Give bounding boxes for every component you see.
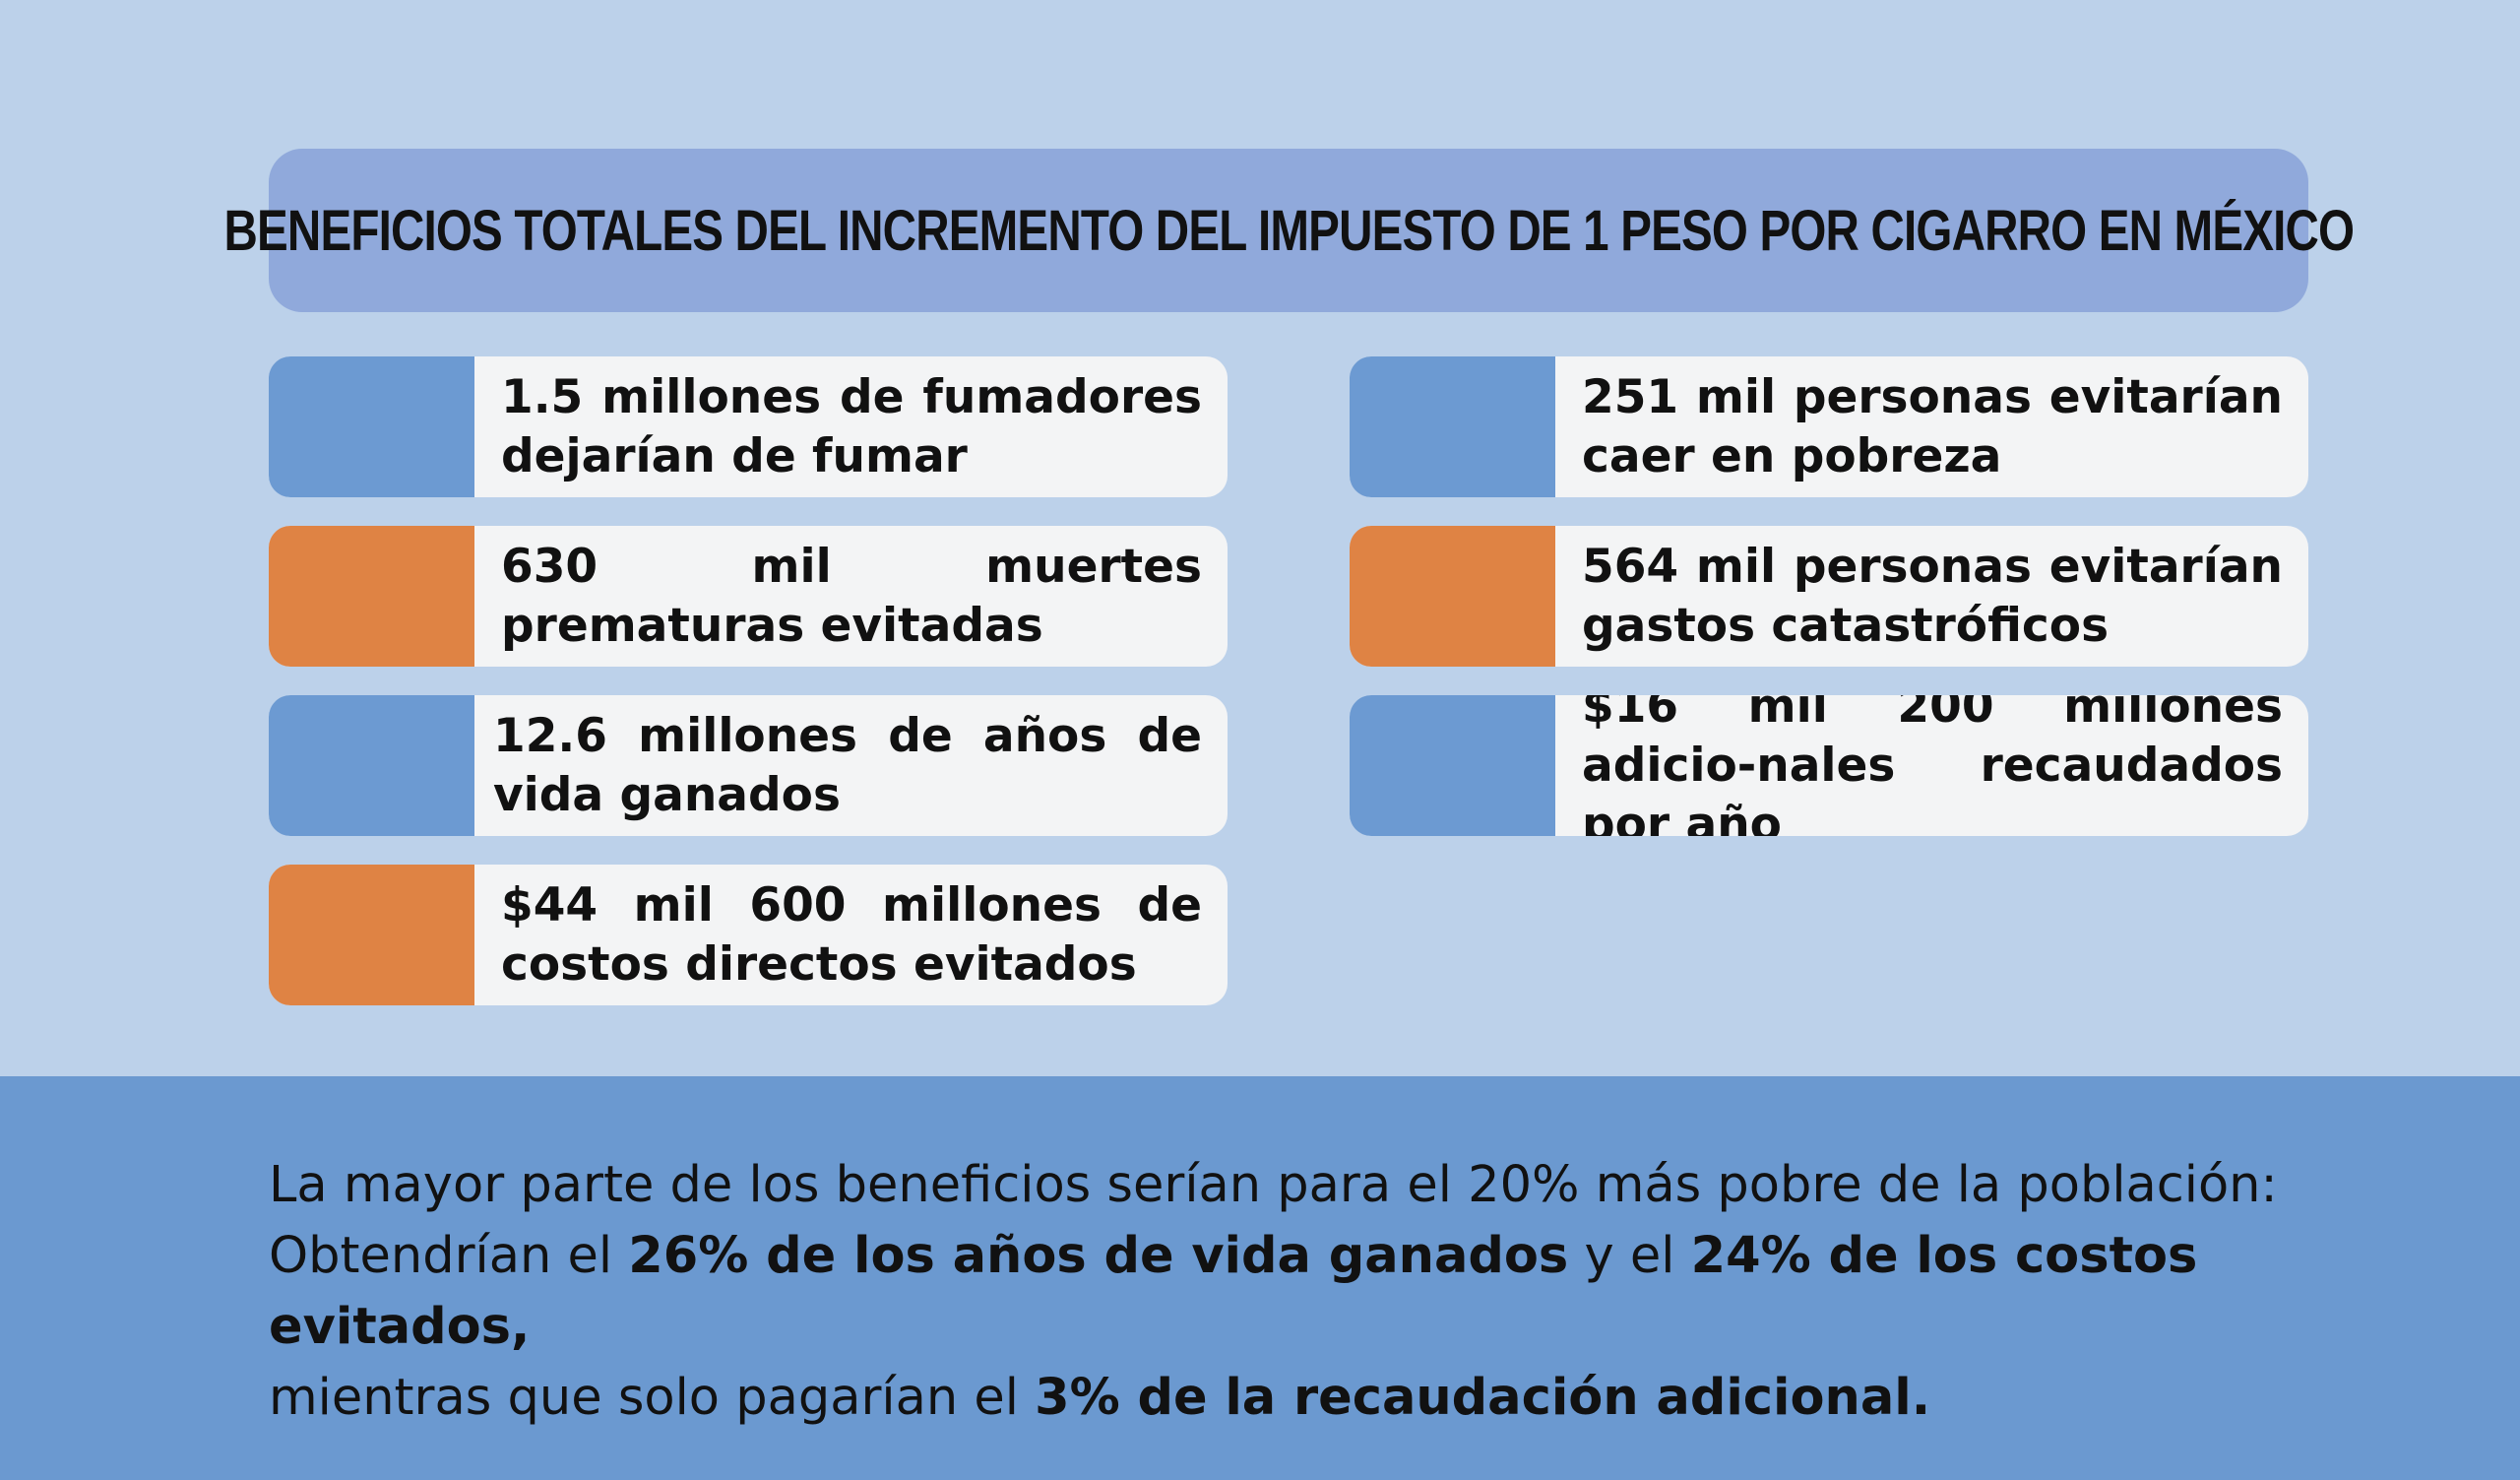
- footer-line-1: La mayor parte de los beneficios serían …: [269, 1156, 2278, 1214]
- benefit-card: 251 mil personas evitarían caer en pobre…: [1350, 356, 2308, 497]
- footer-summary: La mayor parte de los beneficios serían …: [269, 1150, 2336, 1434]
- benefit-text: $44 mil 600 millones de costos directos …: [501, 877, 1202, 992]
- benefit-text: 251 mil personas evitarían caer en pobre…: [1582, 369, 2283, 483]
- benefit-card: $44 mil 600 millones de costos directos …: [269, 865, 1228, 1005]
- footer-highlight-revenue: 3% de la recaudación adicional.: [1035, 1369, 1931, 1427]
- color-swatch: [1350, 356, 1555, 497]
- color-swatch: [269, 526, 474, 667]
- benefit-text: 12.6 millones de años de vida ganados: [493, 708, 1202, 822]
- color-swatch: [1350, 695, 1555, 836]
- page-title: BENEFICIOS TOTALES DEL INCREMENTO DEL IM…: [223, 198, 2355, 263]
- benefit-card: 564 mil personas evitarían gastos catast…: [1350, 526, 2308, 667]
- benefit-card: $16 mil 200 millones adicio-nales recaud…: [1350, 695, 2308, 836]
- footer-line-2a: Obtendrían el: [269, 1227, 629, 1285]
- footer-highlight-costs: 24% de los costos evitados,: [269, 1227, 2198, 1356]
- benefit-text: 564 mil personas evitarían gastos catast…: [1582, 539, 2283, 653]
- benefit-text: 630 mil muertes prematuras evitadas: [501, 539, 1202, 653]
- benefit-card: 630 mil muertes prematuras evitadas: [269, 526, 1228, 667]
- color-swatch: [269, 356, 474, 497]
- benefit-card: 12.6 millones de años de vida ganados: [269, 695, 1228, 836]
- color-swatch: [269, 865, 474, 1005]
- benefit-card: 1.5 millones de fumadores dejarían de fu…: [269, 356, 1228, 497]
- footer-line-3a: mientras que solo pagarían el: [269, 1369, 1036, 1427]
- footer-line-2c: y el: [1568, 1227, 1691, 1285]
- color-swatch: [269, 695, 474, 836]
- footer-highlight-life-years: 26% de los años de vida ganados: [628, 1227, 1569, 1285]
- footer-band: La mayor parte de los beneficios serían …: [0, 1076, 2520, 1480]
- title-banner: BENEFICIOS TOTALES DEL INCREMENTO DEL IM…: [223, 149, 2355, 312]
- benefit-text: 1.5 millones de fumadores dejarían de fu…: [501, 369, 1202, 483]
- benefit-text: $16 mil 200 millones adicio-nales recaud…: [1582, 695, 2283, 836]
- color-swatch: [1350, 526, 1555, 667]
